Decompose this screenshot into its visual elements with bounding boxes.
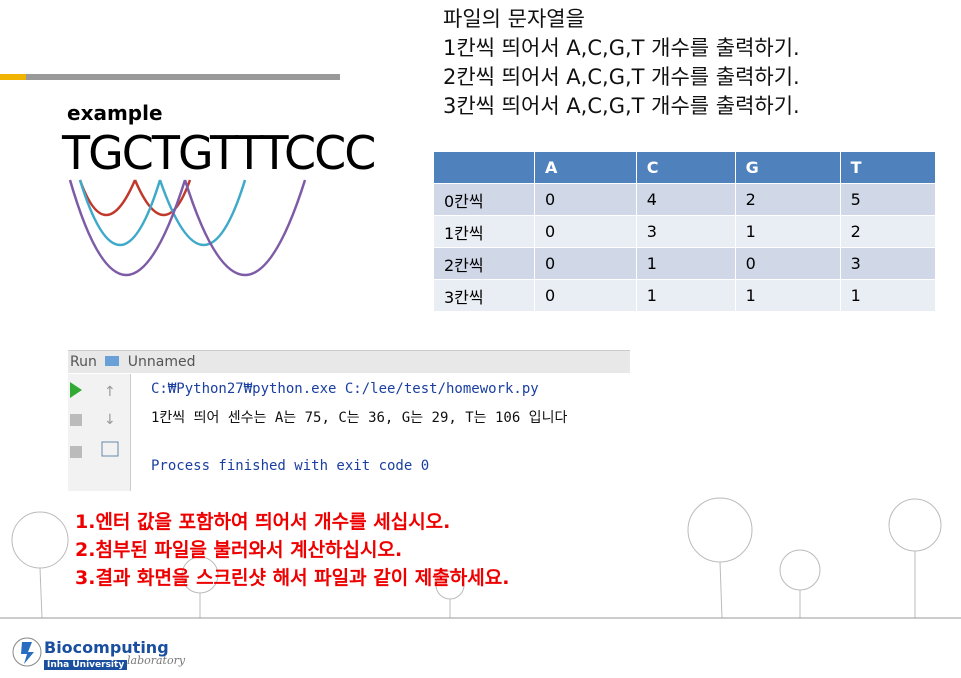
console-line: Process finished with exit code 0 — [151, 458, 430, 474]
icon — [105, 356, 120, 366]
rule-bar — [26, 74, 340, 80]
logo-emblem — [12, 637, 42, 667]
count-table: A C G T 0칸씩 0 4 2 5 1칸씩 0 3 1 2 2칸씩 0 1 0 3 3칸씩 0 1 1 1 — [433, 151, 937, 312]
count-cell: 4 — [635, 183, 736, 216]
console-line: 1칸씩 띄어 센수는 A는 75, C는 36, G는 29, T는 106 입… — [151, 410, 568, 426]
logo-sub: laboratory — [127, 654, 186, 667]
example-label: example — [67, 101, 163, 125]
accent-bar — [0, 74, 26, 80]
table-row: 3칸씩 0 1 1 1 — [433, 279, 937, 312]
svg-text:↑: ↑ — [104, 384, 116, 400]
count-cell: 0 — [534, 215, 637, 248]
count-cell: 2 — [839, 215, 937, 248]
tab[interactable]: Run — [70, 354, 97, 370]
instruction-line: 2칸씩 띄어서 A,C,G,T 개수를 출력하기. — [443, 65, 800, 89]
sequence: TGCTGTTTCCC — [62, 126, 376, 180]
count-cell: 3 — [839, 247, 937, 280]
count-cell: 0 — [534, 247, 637, 280]
table-row: 2칸씩 0 1 0 3 — [433, 247, 937, 280]
svg-text:↓: ↓ — [104, 412, 116, 428]
task-line: 1.엔터 값을 포함하여 띄어서 개수를 세십시오. — [75, 511, 451, 533]
dandelion-decor — [0, 497, 961, 619]
count-cell: 1 — [635, 247, 736, 280]
row-label: 2칸씩 — [433, 247, 535, 280]
config[interactable]: Unnamed — [127, 354, 196, 370]
row-label: 0칸씩 — [433, 183, 535, 216]
count-cell: 5 — [839, 183, 937, 216]
corner-cell — [433, 151, 535, 184]
instruction-line: 1칸씩 띄어서 A,C,G,T 개수를 출력하기. — [443, 36, 800, 60]
logo: Biocomputing laboratory Inha University — [12, 632, 185, 672]
logo-org: Inha University — [44, 660, 128, 670]
count-cell: 1 — [635, 279, 736, 312]
task-line: 3.결과 화면을 스크린샷 해서 파일과 같이 제출하세요. — [75, 567, 510, 589]
count-cell: 0 — [534, 279, 637, 312]
instructions: 파일의 문자열을 1칸씩 띄어서 A,C,G,T 개수를 출력하기. 2칸씩 띄어서… — [443, 5, 800, 121]
row-label: 3칸씩 — [433, 279, 535, 312]
count-cell: 1 — [839, 279, 937, 312]
task-line: 2.첨부된 파일을 불러와서 계산하십시오. — [75, 539, 403, 561]
instruction-line: 3칸씩 띄어서 A,C,G,T 개수를 출력하기. — [443, 94, 800, 118]
column-header: A — [534, 151, 637, 184]
toolbar: ↑ ↓ — [68, 374, 131, 491]
console-tab-bar: Run Unnamed — [68, 351, 630, 373]
toolbar-icons: ↑↓ — [70, 382, 119, 458]
count-cell: 0 — [734, 247, 841, 280]
row-label: 1칸씩 — [433, 215, 535, 248]
logo-name: Biocomputing — [44, 638, 169, 657]
table-row: 0칸씩 0 4 2 5 — [433, 183, 937, 216]
console-line: C:₩Python27₩python.exe C:/lee/test/homew… — [151, 381, 539, 397]
column-header: C — [635, 151, 736, 184]
count-cell: 1 — [734, 279, 841, 312]
console: Run Unnamed ↑ ↓ C:₩Python27₩python.exe C:… — [68, 350, 630, 491]
count-cell: 3 — [635, 215, 736, 248]
count-cell: 2 — [734, 183, 841, 216]
count-cell: 0 — [534, 183, 637, 216]
column-header: T — [839, 151, 937, 184]
task-list: 1.엔터 값을 포함하여 띄어서 개수를 세십시오. 2.첨부된 파일을 불러와서… — [75, 508, 509, 592]
gap-arcs — [68, 179, 307, 277]
column-header: G — [734, 151, 841, 184]
table-row: 1칸씩 0 3 1 2 — [433, 215, 937, 248]
instruction-line: 파일의 문자열을 — [443, 7, 585, 31]
count-cell: 1 — [734, 215, 841, 248]
